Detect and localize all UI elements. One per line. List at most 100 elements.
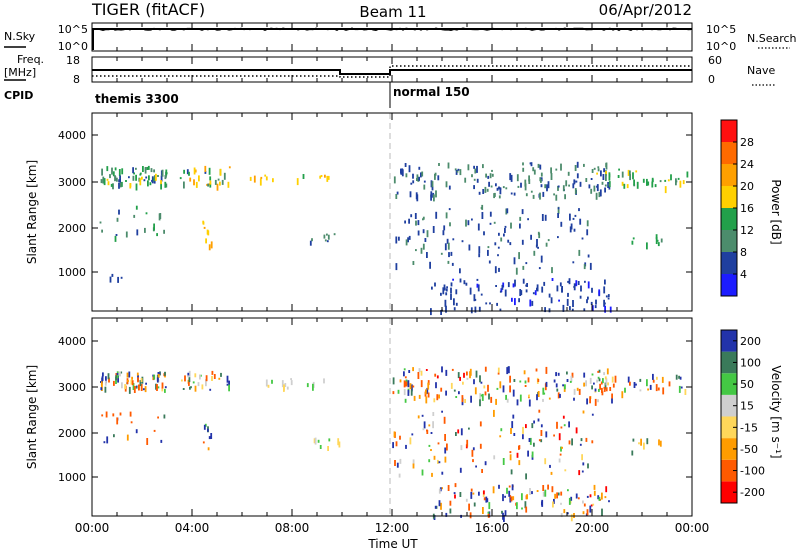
data-cell	[510, 428, 512, 434]
data-cell	[538, 439, 541, 442]
data-cell	[497, 246, 500, 249]
data-cell	[209, 180, 212, 185]
data-cell	[583, 382, 585, 387]
freq-tick-bottom: 8	[73, 73, 80, 86]
data-cell	[550, 173, 553, 180]
data-cell	[415, 192, 418, 200]
data-cell	[428, 444, 431, 447]
data-cell	[522, 278, 525, 284]
data-cell	[553, 434, 555, 437]
data-cell	[404, 398, 407, 403]
data-cell	[573, 283, 576, 291]
data-cell	[461, 240, 464, 243]
data-cell	[591, 440, 594, 444]
data-cell	[604, 187, 606, 193]
power-colorbar-swatch	[721, 208, 737, 230]
data-cell	[550, 167, 552, 174]
data-cell	[400, 168, 402, 174]
data-cell	[417, 372, 420, 379]
data-cell	[532, 292, 535, 295]
data-cell	[524, 501, 527, 509]
data-cell	[444, 243, 447, 251]
data-cell	[139, 178, 142, 186]
data-cell	[598, 192, 601, 198]
data-cell	[575, 180, 578, 183]
data-cell	[538, 267, 541, 270]
data-cell	[542, 387, 545, 395]
data-cell	[521, 493, 523, 501]
data-cell	[102, 372, 104, 377]
data-cell	[142, 166, 144, 172]
data-cell	[470, 395, 472, 403]
data-cell	[135, 167, 137, 170]
data-cell	[193, 167, 196, 175]
data-cell	[623, 183, 626, 189]
data-cell	[456, 170, 459, 173]
data-cell	[471, 218, 473, 221]
data-cell	[553, 193, 555, 196]
data-cell	[570, 514, 573, 522]
data-cell	[116, 373, 119, 375]
data-cell	[404, 220, 406, 224]
data-cell	[535, 244, 538, 248]
data-cell	[565, 180, 568, 187]
data-cell	[592, 503, 595, 506]
data-cell	[567, 489, 569, 492]
data-cell	[557, 213, 559, 218]
data-cell	[119, 182, 122, 188]
data-cell	[203, 226, 206, 229]
data-cell	[563, 509, 566, 514]
power-colorbar-tick: 4	[740, 268, 747, 281]
data-cell	[145, 176, 148, 179]
data-cell	[540, 439, 543, 443]
data-cell	[210, 433, 213, 439]
data-cell	[164, 175, 167, 180]
data-cell	[320, 175, 323, 177]
nave-tick-top: 60	[708, 54, 722, 67]
data-cell	[503, 515, 505, 522]
data-cell	[226, 375, 229, 383]
data-cell	[502, 186, 505, 189]
data-cell	[455, 289, 458, 295]
data-cell	[444, 299, 447, 307]
data-cell	[646, 438, 649, 445]
data-cell	[157, 386, 160, 389]
velocity-colorbar-swatch	[721, 481, 737, 503]
data-cell	[181, 379, 183, 382]
data-cell	[581, 470, 584, 473]
data-cell	[101, 414, 104, 417]
data-cell	[218, 377, 221, 380]
velocity-frame	[91, 317, 693, 517]
data-cell	[487, 246, 490, 249]
data-cell	[600, 170, 602, 177]
data-cell	[568, 440, 571, 445]
data-cell	[495, 398, 497, 405]
data-cell	[519, 216, 522, 221]
data-cell	[160, 439, 163, 443]
data-cell	[153, 429, 156, 432]
data-cell	[220, 372, 222, 377]
data-cell	[557, 492, 560, 496]
data-cell	[114, 176, 117, 181]
power-colorbar-swatch	[721, 252, 737, 274]
data-cell	[405, 444, 407, 449]
data-cell	[443, 416, 446, 424]
data-cell	[161, 382, 164, 389]
data-cell	[142, 388, 145, 391]
data-cell	[632, 237, 635, 240]
data-cell	[416, 178, 418, 181]
data-cell	[401, 168, 404, 171]
data-cell	[440, 252, 443, 255]
velocity-colorbar-swatch	[721, 373, 737, 395]
data-cell	[675, 178, 677, 186]
data-cell	[678, 375, 680, 379]
data-cell	[557, 185, 559, 191]
data-cell	[474, 387, 477, 395]
data-cell	[481, 204, 484, 210]
data-cell	[469, 287, 472, 295]
data-cell	[496, 302, 498, 306]
velocity-colorbar-swatch	[721, 459, 737, 482]
data-cell	[420, 380, 423, 388]
data-cell	[557, 392, 560, 399]
data-cell	[576, 387, 579, 391]
